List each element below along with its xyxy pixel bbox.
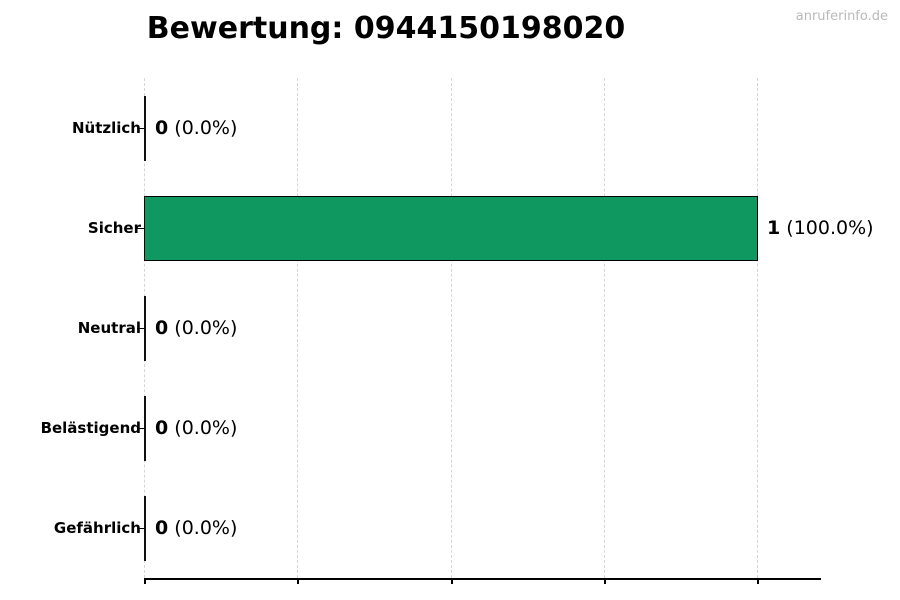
y-axis-label-gefaehrlich: Gefährlich (53, 519, 141, 537)
value-label-neutral: 0 (0.0%) (155, 319, 237, 338)
value-count-belaestigend: 0 (155, 417, 169, 439)
x-tick-1 (757, 578, 759, 584)
x-axis-line (144, 578, 821, 580)
x-tick-05 (451, 578, 453, 584)
y-axis-label-neutral: Neutral (77, 319, 141, 337)
y-axis-label-nuetzlich: Nützlich (72, 119, 141, 137)
gridline-075 (604, 78, 605, 578)
value-count-nuetzlich: 0 (155, 117, 169, 139)
gridline-025 (297, 78, 298, 578)
x-tick-025 (297, 578, 299, 584)
bar-neutral (144, 296, 146, 361)
y-tick-gefaehrlich (137, 528, 144, 529)
bar-belaestigend (144, 396, 146, 461)
y-axis-label-belaestigend: Belästigend (40, 419, 141, 437)
value-percent-nuetzlich: (0.0%) (174, 117, 238, 139)
value-label-nuetzlich: 0 (0.0%) (155, 119, 237, 138)
gridline-05 (451, 78, 452, 578)
bar-gefaehrlich (144, 496, 146, 561)
gridline-1 (757, 78, 758, 578)
x-tick-075 (604, 578, 606, 584)
value-percent-neutral: (0.0%) (174, 317, 238, 339)
y-tick-neutral (137, 328, 144, 329)
value-percent-gefaehrlich: (0.0%) (174, 517, 238, 539)
y-tick-nuetzlich (137, 128, 144, 129)
y-tick-sicher (137, 228, 144, 229)
x-tick-0 (144, 578, 146, 584)
y-tick-belaestigend (137, 428, 144, 429)
watermark-label: anruferinfo.de (795, 9, 888, 24)
value-label-sicher: 1 (100.0%) (767, 219, 874, 238)
bar-nuetzlich (144, 96, 146, 161)
value-count-sicher: 1 (767, 217, 781, 239)
value-percent-belaestigend: (0.0%) (174, 417, 238, 439)
value-label-belaestigend: 0 (0.0%) (155, 419, 237, 438)
value-count-gefaehrlich: 0 (155, 517, 169, 539)
value-percent-sicher: (100.0%) (786, 217, 874, 239)
page-title: Bewertung: 0944150198020 (146, 11, 626, 46)
value-count-neutral: 0 (155, 317, 169, 339)
bar-sicher (144, 196, 758, 261)
y-axis-label-sicher: Sicher (87, 219, 141, 237)
value-label-gefaehrlich: 0 (0.0%) (155, 519, 237, 538)
